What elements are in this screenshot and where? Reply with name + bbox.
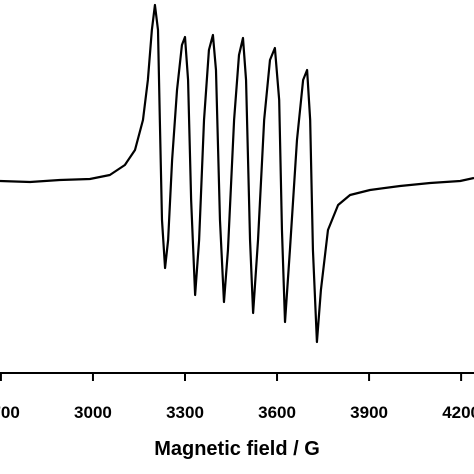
x-tick-label: 3300: [166, 403, 204, 422]
x-tick-label: 4200: [442, 403, 474, 422]
x-tick-label: 2700: [0, 403, 20, 422]
x-tick-label: 3000: [74, 403, 112, 422]
x-tick-label: 3900: [350, 403, 388, 422]
x-tick-label: 3600: [258, 403, 296, 422]
x-axis-title: Magnetic field / G: [154, 438, 320, 460]
spectrum-line: [0, 3, 474, 344]
